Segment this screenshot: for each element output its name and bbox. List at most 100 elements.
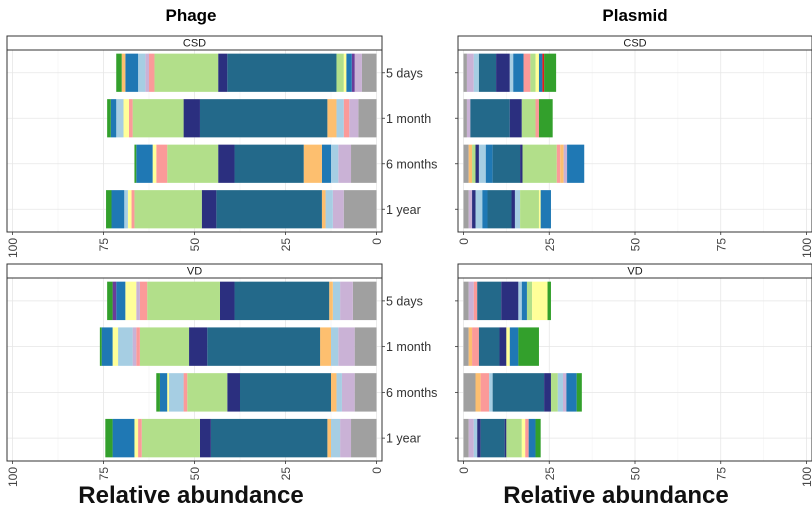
bar-segment <box>112 418 135 458</box>
bar-segment <box>124 190 128 229</box>
bar-segment <box>101 327 113 366</box>
x-tick-label: 0 <box>370 238 384 245</box>
bar-segment <box>477 418 481 458</box>
bar-segment <box>477 281 502 321</box>
bar-segment <box>138 53 146 92</box>
bar-segment <box>514 190 521 229</box>
bar-segment <box>341 373 355 412</box>
bar-segment <box>540 190 551 229</box>
bar-segment <box>506 418 522 458</box>
bar-segment <box>139 327 190 366</box>
bar-segment <box>535 418 541 458</box>
bar-segment <box>487 190 512 229</box>
bar-segment <box>343 53 347 92</box>
bar-segment <box>542 53 545 92</box>
bar-segment <box>496 53 510 92</box>
bar-segment <box>351 144 377 183</box>
bar-segment <box>520 190 539 229</box>
bar-segment <box>532 281 548 321</box>
panel-plasmid-vd: VD 0 25 50 75 100 <box>455 263 812 487</box>
bar-segment <box>111 190 125 229</box>
bar-segment <box>210 418 328 458</box>
bar-segment <box>472 144 476 183</box>
bar-segment <box>105 418 113 458</box>
bar-segment <box>480 418 505 458</box>
bar-segment <box>478 144 486 183</box>
bar-segment <box>520 144 523 183</box>
bar-segment <box>218 53 228 92</box>
bar-segment <box>511 190 515 229</box>
bar-segment <box>521 418 526 458</box>
bar-segment <box>544 53 557 92</box>
category-label: 5 days <box>386 66 423 80</box>
bar-segment <box>468 281 474 321</box>
bar-segment <box>219 281 235 321</box>
bar-segment <box>127 190 132 229</box>
bar-segment <box>227 53 337 92</box>
bar-segment <box>535 53 539 92</box>
bar-segment <box>116 281 126 321</box>
bar-segment <box>218 144 235 183</box>
bar-segment <box>332 281 341 321</box>
bar-segment <box>121 53 126 92</box>
bar-segment <box>560 144 564 183</box>
bar-segment <box>110 99 117 138</box>
bar-segment <box>550 373 558 412</box>
bar-segment <box>125 53 139 92</box>
category-label: 1 month <box>386 112 431 126</box>
bar-segment <box>509 327 519 366</box>
bar-segment <box>340 281 353 321</box>
bar-segment <box>466 99 471 138</box>
x-tick-label: 0 <box>457 467 471 474</box>
bar-segment <box>167 144 219 183</box>
bar-segment <box>361 53 377 92</box>
bar-segment <box>463 190 469 229</box>
bar-segment <box>134 418 139 458</box>
bar-segment <box>463 418 469 458</box>
x-tick-label: 25 <box>543 238 557 252</box>
bar-segment <box>207 327 321 366</box>
bar-segment <box>331 418 341 458</box>
bar-segment <box>463 281 469 321</box>
bar-segment <box>463 53 467 92</box>
bar-segment <box>525 418 529 458</box>
bar-segment <box>320 327 331 366</box>
bar-segment <box>485 144 493 183</box>
bar-segment <box>518 327 539 366</box>
bar-segment <box>475 144 479 183</box>
bar-segment <box>349 99 359 138</box>
bar-segment <box>331 327 339 366</box>
category-label: 1 year <box>386 203 421 217</box>
bar-segment <box>141 418 200 458</box>
bar-segment <box>156 373 160 412</box>
bar-segment <box>468 327 473 366</box>
bar-segment <box>138 418 142 458</box>
bar-segment <box>336 373 342 412</box>
bar-segment <box>538 53 543 92</box>
bar-segment <box>99 327 102 366</box>
bar-segment <box>492 373 545 412</box>
bar-segment <box>321 144 331 183</box>
bar-segment <box>513 53 524 92</box>
bar-segment <box>354 327 377 366</box>
bar-segment <box>147 281 220 321</box>
bar-segment <box>199 418 211 458</box>
plasmid-title: Plasmid <box>602 6 668 25</box>
x-tick-label: 100 <box>800 238 812 258</box>
bar-segment <box>136 281 140 321</box>
bar-segment <box>506 327 510 366</box>
x-tick-label: 75 <box>97 238 111 252</box>
x-tick-label: 75 <box>714 238 728 252</box>
x-tick-label: 50 <box>188 238 202 252</box>
bar-segment <box>557 373 563 412</box>
bar-segment <box>112 327 119 366</box>
bar-segment <box>576 373 582 412</box>
bar-segment <box>544 373 551 412</box>
bar-segment <box>189 327 208 366</box>
x-tick-label: 25 <box>279 238 293 252</box>
bar-segment <box>154 53 219 92</box>
bar-segment <box>327 418 331 458</box>
bar-segment <box>116 99 124 138</box>
bar-segment <box>234 144 304 183</box>
